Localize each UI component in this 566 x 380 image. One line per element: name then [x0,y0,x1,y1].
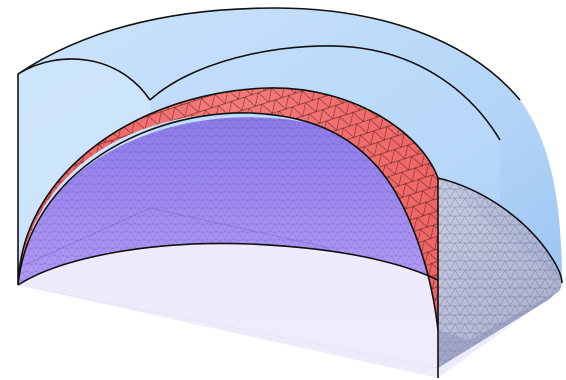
shell-outlines [17,7,563,378]
